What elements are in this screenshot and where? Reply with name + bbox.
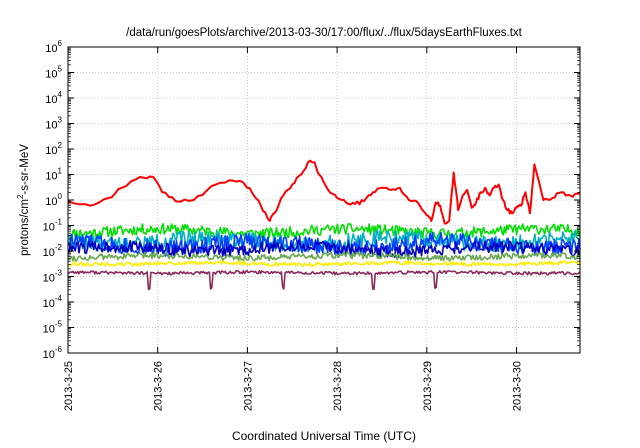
series-line-red: [67, 159, 581, 225]
y-tick-label: 10-2: [43, 243, 63, 259]
x-tick-label: 2013-3-26: [153, 361, 165, 411]
x-tick-label: 2013-3-28: [332, 361, 344, 411]
y-tick-label: 10-5: [43, 320, 63, 336]
axis-ticks: 10-6 10-5 10-4 10-3 10-2 10-1 100 101 102 103 104 1…: [43, 39, 580, 411]
y-tick-label: 10-6: [43, 345, 63, 361]
y-axis-label-prefix: protons/cm: [19, 199, 31, 256]
y-tick-label: 103: [45, 116, 62, 132]
data-series: [67, 159, 581, 291]
series-line: [68, 251, 581, 262]
y-axis-label: protons/cm2-s-sr-MeV: [16, 144, 31, 256]
svg-text:protons/cm2-s-sr-MeV: protons/cm2-s-sr-MeV: [16, 144, 31, 256]
y-tick-label: 100: [45, 192, 62, 208]
chart-title: /data/run/goesPlots/archive/2013-03-30/1…: [126, 27, 522, 39]
y-tick-label: 10-4: [43, 294, 63, 310]
y-tick-label: 104: [45, 90, 62, 106]
y-tick-label: 101: [45, 167, 62, 183]
x-tick-label: 2013-3-30: [511, 361, 523, 411]
y-tick-label: 106: [45, 39, 62, 55]
y-tick-label: 102: [45, 141, 62, 157]
y-tick-label: 105: [45, 65, 62, 81]
series-line: [67, 239, 581, 259]
grid-lines: [68, 47, 580, 353]
y-tick-label: 10-1: [43, 218, 63, 234]
y-axis-label-suffix: -s-sr-MeV: [19, 144, 31, 195]
x-tick-label: 2013-3-25: [63, 361, 75, 411]
y-tick-label: 10-3: [43, 269, 63, 285]
series-line: [68, 269, 581, 291]
x-tick-label: 2013-3-29: [422, 361, 434, 411]
series-line: [67, 229, 581, 253]
x-tick-label: 2013-3-27: [242, 361, 254, 411]
y-axis-label-sup: 2: [16, 194, 25, 199]
series-line: [68, 260, 581, 267]
series-line: [67, 222, 581, 240]
x-axis-label: Coordinated Universal Time (UTC): [232, 429, 416, 443]
